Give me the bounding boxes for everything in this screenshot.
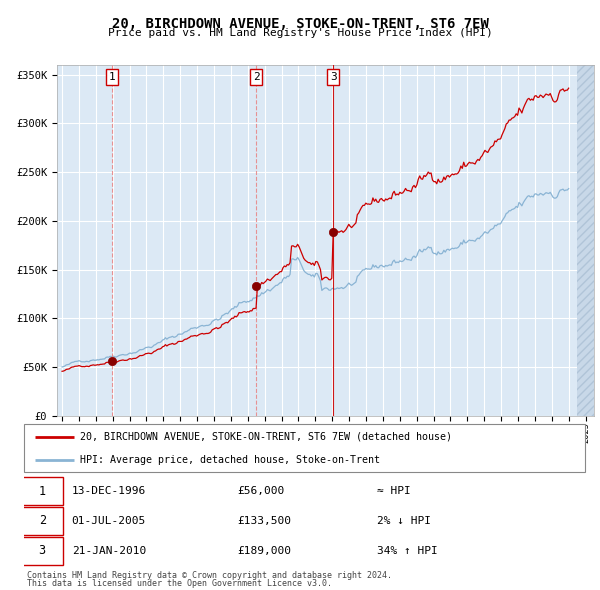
FancyBboxPatch shape: [21, 507, 63, 535]
Text: 3: 3: [38, 545, 46, 558]
Text: 1: 1: [38, 484, 46, 497]
Text: 21-JAN-2010: 21-JAN-2010: [71, 546, 146, 556]
Text: 2% ↓ HPI: 2% ↓ HPI: [377, 516, 431, 526]
FancyBboxPatch shape: [21, 477, 63, 505]
Text: 1: 1: [109, 72, 115, 82]
Text: ≈ HPI: ≈ HPI: [377, 486, 411, 496]
Text: 20, BIRCHDOWN AVENUE, STOKE-ON-TRENT, ST6 7EW: 20, BIRCHDOWN AVENUE, STOKE-ON-TRENT, ST…: [112, 17, 488, 31]
Text: This data is licensed under the Open Government Licence v3.0.: This data is licensed under the Open Gov…: [27, 579, 332, 588]
Text: 34% ↑ HPI: 34% ↑ HPI: [377, 546, 438, 556]
Text: HPI: Average price, detached house, Stoke-on-Trent: HPI: Average price, detached house, Stok…: [80, 455, 380, 465]
Text: £133,500: £133,500: [237, 516, 291, 526]
Text: 2: 2: [38, 514, 46, 527]
Bar: [53, 65, 57, 416]
Text: Price paid vs. HM Land Registry's House Price Index (HPI): Price paid vs. HM Land Registry's House …: [107, 28, 493, 38]
Text: 2: 2: [253, 72, 260, 82]
FancyBboxPatch shape: [21, 537, 63, 565]
Text: Contains HM Land Registry data © Crown copyright and database right 2024.: Contains HM Land Registry data © Crown c…: [27, 571, 392, 579]
Text: £56,000: £56,000: [237, 486, 284, 496]
Text: 3: 3: [330, 72, 337, 82]
Text: 01-JUL-2005: 01-JUL-2005: [71, 516, 146, 526]
Text: 20, BIRCHDOWN AVENUE, STOKE-ON-TRENT, ST6 7EW (detached house): 20, BIRCHDOWN AVENUE, STOKE-ON-TRENT, ST…: [80, 432, 452, 442]
Text: 13-DEC-1996: 13-DEC-1996: [71, 486, 146, 496]
Bar: [577, 65, 594, 416]
Text: £189,000: £189,000: [237, 546, 291, 556]
